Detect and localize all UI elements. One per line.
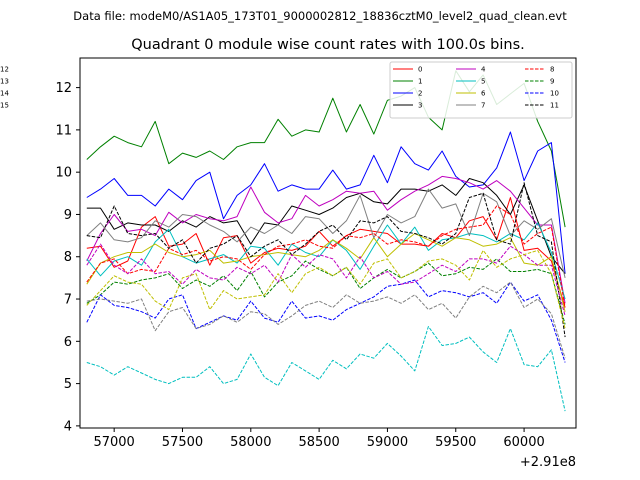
- legend-label-2: 2: [418, 90, 422, 98]
- figure-suptitle: Data file: modeM0/AS1A05_173T01_90000028…: [73, 9, 567, 23]
- series-line-3: [86, 178, 566, 275]
- plot-series-group: [86, 70, 566, 412]
- legend-label-7: 7: [481, 102, 485, 110]
- legend-label-5: 5: [481, 78, 485, 86]
- x-tick-label: 59000: [367, 435, 408, 450]
- y-tick-label: 9: [64, 208, 72, 223]
- plot-frame: [79, 57, 577, 429]
- legend-label-10: 10: [550, 90, 559, 98]
- series-line-9: [86, 258, 566, 325]
- series-line-10: [86, 279, 566, 363]
- legend-label-6: 6: [481, 90, 486, 98]
- y-tick-label: 5: [64, 377, 72, 392]
- x-tick-label: 57500: [162, 435, 203, 450]
- legend-label-11: 11: [550, 102, 559, 110]
- x-tick-label: 59500: [435, 435, 476, 450]
- chart-title: Quadrant 0 module wise count rates with …: [131, 37, 525, 53]
- x-tick-label: 58000: [230, 435, 271, 450]
- series-line-6: [86, 233, 566, 312]
- legend-label-8: 8: [550, 66, 554, 74]
- x-tick-label: 57000: [93, 435, 134, 450]
- legend-label-0: 0: [418, 66, 422, 74]
- y-tick-label: 12: [55, 81, 72, 96]
- x-axis-offset-label: +2.91e8: [520, 455, 576, 470]
- series-line-5: [86, 222, 566, 300]
- legend-label-13: 13: [0, 78, 9, 86]
- legend-label-15: 15: [0, 102, 9, 110]
- legend-label-3: 3: [418, 102, 422, 110]
- legend-label-14: 14: [0, 90, 9, 98]
- y-tick-label: 6: [64, 335, 72, 350]
- legend-box: [389, 61, 573, 119]
- series-line-12: [86, 243, 566, 317]
- legend-label-1: 1: [418, 78, 422, 86]
- series-line-7: [86, 188, 566, 279]
- series-line-4: [86, 175, 566, 304]
- series-line-2: [86, 131, 566, 274]
- y-tick-label: 4: [64, 419, 72, 434]
- x-tick-label: 60000: [503, 435, 544, 450]
- y-tick-label: 11: [55, 123, 72, 138]
- series-line-11: [86, 182, 566, 338]
- series-line-13: [86, 326, 566, 412]
- y-tick-label: 7: [64, 293, 72, 308]
- legend-label-9: 9: [550, 78, 554, 86]
- y-axis-ticks: 4 5 6 7 8 9 10 11 12: [55, 81, 80, 434]
- series-line-14: [86, 249, 566, 329]
- series-line-15: [86, 281, 566, 359]
- y-tick-label: 8: [64, 250, 72, 265]
- y-tick-label: 10: [55, 166, 72, 181]
- series-line-0: [86, 197, 566, 308]
- x-axis-ticks: 57000 57500 58000 58500 59000 59500 60000: [93, 428, 545, 450]
- legend-label-4: 4: [481, 66, 486, 74]
- x-tick-label: 58500: [298, 435, 339, 450]
- series-line-8: [86, 205, 566, 308]
- legend-label-12: 12: [0, 66, 9, 74]
